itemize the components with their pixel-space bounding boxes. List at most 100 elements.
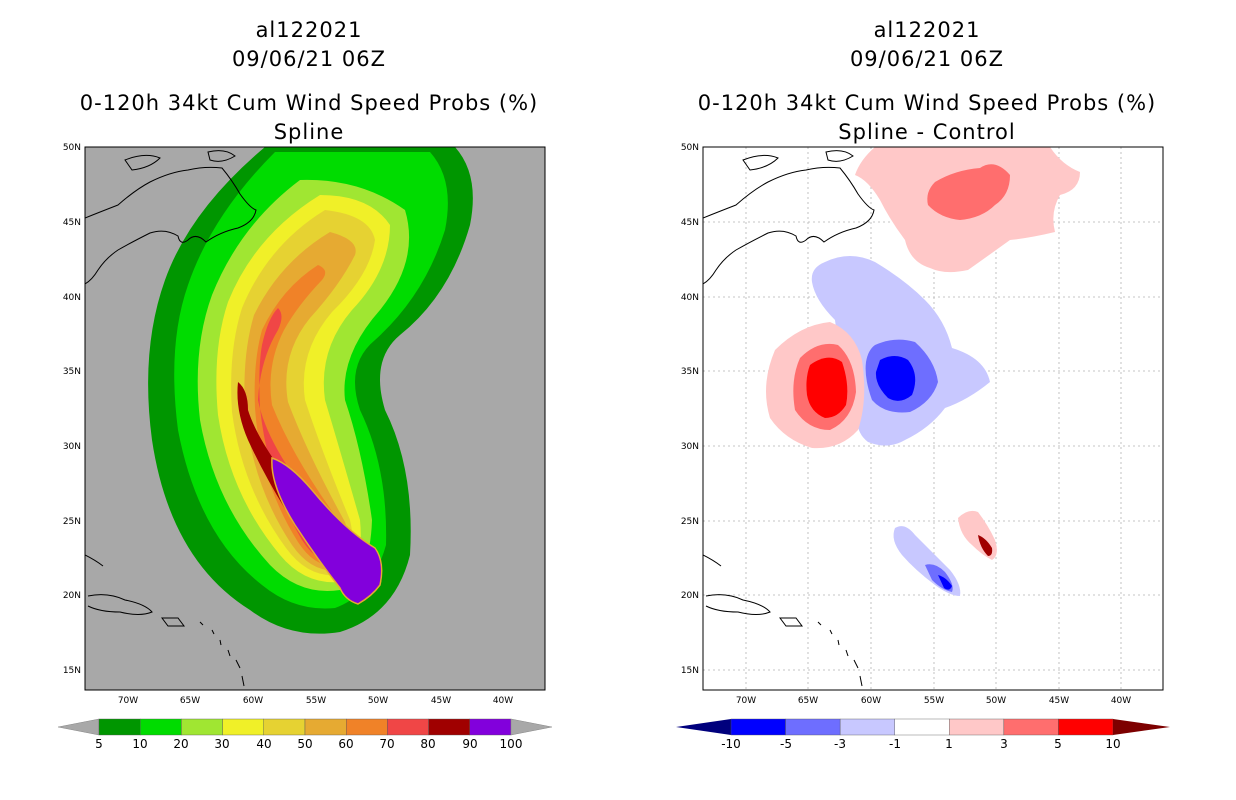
left-colorbar-label: 50 <box>297 737 312 751</box>
right-lat-label: 15N <box>681 666 699 676</box>
right-lon-label: 40W <box>1111 696 1131 706</box>
right-colorbar-segment <box>949 718 1005 736</box>
right-lat-label: 30N <box>681 442 699 452</box>
diff-positive-north-mid <box>927 164 1010 220</box>
left-lat-label: 50N <box>63 143 81 153</box>
right-lat-label: 25N <box>681 517 699 527</box>
left-lon-label: 60W <box>243 696 263 706</box>
left-colorbar-segment <box>222 718 265 736</box>
right-colorbar-label: 1 <box>945 737 953 751</box>
right-colorbar-label: -1 <box>889 737 901 751</box>
left-lat-label: 40N <box>63 293 81 303</box>
right-colorbar-labels: -10 -5 -3 -1 1 3 5 10 <box>721 737 1120 751</box>
diff-positive-southeast-strong <box>978 535 993 556</box>
right-colorbar-high-arrow <box>1113 719 1170 735</box>
diff-negative-south-strong <box>938 575 952 590</box>
left-colorbar-segment <box>387 718 429 736</box>
left-colorbar-segment <box>304 718 347 736</box>
right-lon-label: 55W <box>924 696 944 706</box>
right-lat-label: 35N <box>681 367 699 377</box>
right-colorbar-segment <box>730 718 786 736</box>
right-colorbar-segment <box>1003 718 1059 736</box>
left-lon-label: 45W <box>431 696 451 706</box>
right-colorbar-label: -3 <box>834 737 846 751</box>
left-subtitle: Spline <box>273 120 345 144</box>
right-lon-label: 50W <box>986 696 1006 706</box>
left-colorbar-label: 30 <box>214 737 229 751</box>
left-colorbar-label: 10 <box>132 737 147 751</box>
left-lat-label: 30N <box>63 442 81 452</box>
right-colorbar-label: -5 <box>780 737 792 751</box>
left-lon-label: 70W <box>118 696 138 706</box>
right-datetime: 09/06/21 06Z <box>849 47 1005 71</box>
right-colorbar-low-arrow <box>676 719 731 735</box>
left-lat-label: 15N <box>63 666 81 676</box>
left-map-frame <box>84 146 546 691</box>
left-colorbar-labels: 5 10 20 30 40 50 60 70 80 90 100 <box>95 737 522 751</box>
left-colorbar-label: 70 <box>379 737 394 751</box>
left-colorbar-segment <box>346 718 388 736</box>
right-lon-label: 65W <box>798 696 818 706</box>
right-lat-label: 40N <box>681 293 699 303</box>
left-lon-label: 55W <box>306 696 326 706</box>
right-product-title: 0-120h 34kt Cum Wind Speed Probs (%) <box>697 91 1157 115</box>
right-map: 50N 45N 40N 35N 30N 25N 20N 15N 70W 65W … <box>681 143 1164 706</box>
left-lon-labels: 70W 65W 60W 55W 50W 45W 40W <box>118 696 513 706</box>
right-colorbar-label: 5 <box>1054 737 1062 751</box>
left-colorbar-label: 80 <box>420 737 435 751</box>
right-colorbar-label: -10 <box>721 737 741 751</box>
left-colorbar-segment <box>139 718 182 736</box>
left-coastlines <box>85 150 257 687</box>
left-colorbar-segment <box>263 718 306 736</box>
left-lat-label: 20N <box>63 591 81 601</box>
right-subtitle: Spline - Control <box>838 120 1016 144</box>
left-colorbar-segment <box>469 718 512 736</box>
left-lat-labels: 50N 45N 40N 35N 30N 25N 20N 15N <box>63 143 81 676</box>
right-colorbar-segment <box>1058 718 1114 736</box>
left-lat-label: 35N <box>63 367 81 377</box>
right-lon-label: 70W <box>736 696 756 706</box>
left-colorbar-label: 40 <box>256 737 271 751</box>
left-lon-label: 65W <box>180 696 200 706</box>
left-colorbar-segment <box>98 718 141 736</box>
left-colorbar-label: 60 <box>338 737 353 751</box>
left-datetime: 09/06/21 06Z <box>231 47 387 71</box>
left-colorbar-low-arrow <box>57 718 100 736</box>
left-colorbar: 5 10 20 30 40 50 60 70 80 90 100 <box>57 718 553 751</box>
left-colorbar-label: 5 <box>95 737 103 751</box>
right-colorbar-segment <box>894 718 950 736</box>
left-colorbar-segment <box>428 718 471 736</box>
right-lon-label: 60W <box>861 696 881 706</box>
right-difference-contours <box>766 147 1080 596</box>
right-colorbar: -10 -5 -3 -1 1 3 5 10 <box>676 718 1170 751</box>
left-colorbar-high-arrow <box>510 718 553 736</box>
right-map-frame <box>702 146 1164 691</box>
left-colorbar-label: 20 <box>173 737 188 751</box>
right-lon-label: 45W <box>1049 696 1069 706</box>
left-lat-label: 45N <box>63 218 81 228</box>
diff-positive-west-strong <box>806 357 848 418</box>
right-lat-label: 50N <box>681 143 699 153</box>
right-colorbar-label: 10 <box>1105 737 1120 751</box>
left-probability-contours <box>148 147 473 634</box>
left-storm-id: al122021 <box>255 18 363 42</box>
left-lat-label: 25N <box>63 517 81 527</box>
right-storm-id: al122021 <box>873 18 981 42</box>
right-lat-label: 45N <box>681 218 699 228</box>
right-lat-label: 20N <box>681 591 699 601</box>
right-colorbar-segment <box>785 718 841 736</box>
left-colorbar-segment <box>181 718 223 736</box>
left-product-title: 0-120h 34kt Cum Wind Speed Probs (%) <box>79 91 539 115</box>
left-colorbar-label: 90 <box>462 737 477 751</box>
right-lon-labels: 70W 65W 60W 55W 50W 45W 40W <box>736 696 1131 706</box>
right-colorbar-label: 3 <box>1000 737 1008 751</box>
right-colorbar-segment <box>839 718 895 736</box>
right-lat-labels: 50N 45N 40N 35N 30N 25N 20N 15N <box>681 143 699 676</box>
diff-negative-center-strong <box>875 356 916 401</box>
left-lon-label: 40W <box>493 696 513 706</box>
left-map: 50N 45N 40N 35N 30N 25N 20N 15N 70W 65W … <box>63 143 546 706</box>
left-colorbar-label: 100 <box>500 737 523 751</box>
left-lon-label: 50W <box>368 696 388 706</box>
prob-band-90 <box>271 456 383 605</box>
